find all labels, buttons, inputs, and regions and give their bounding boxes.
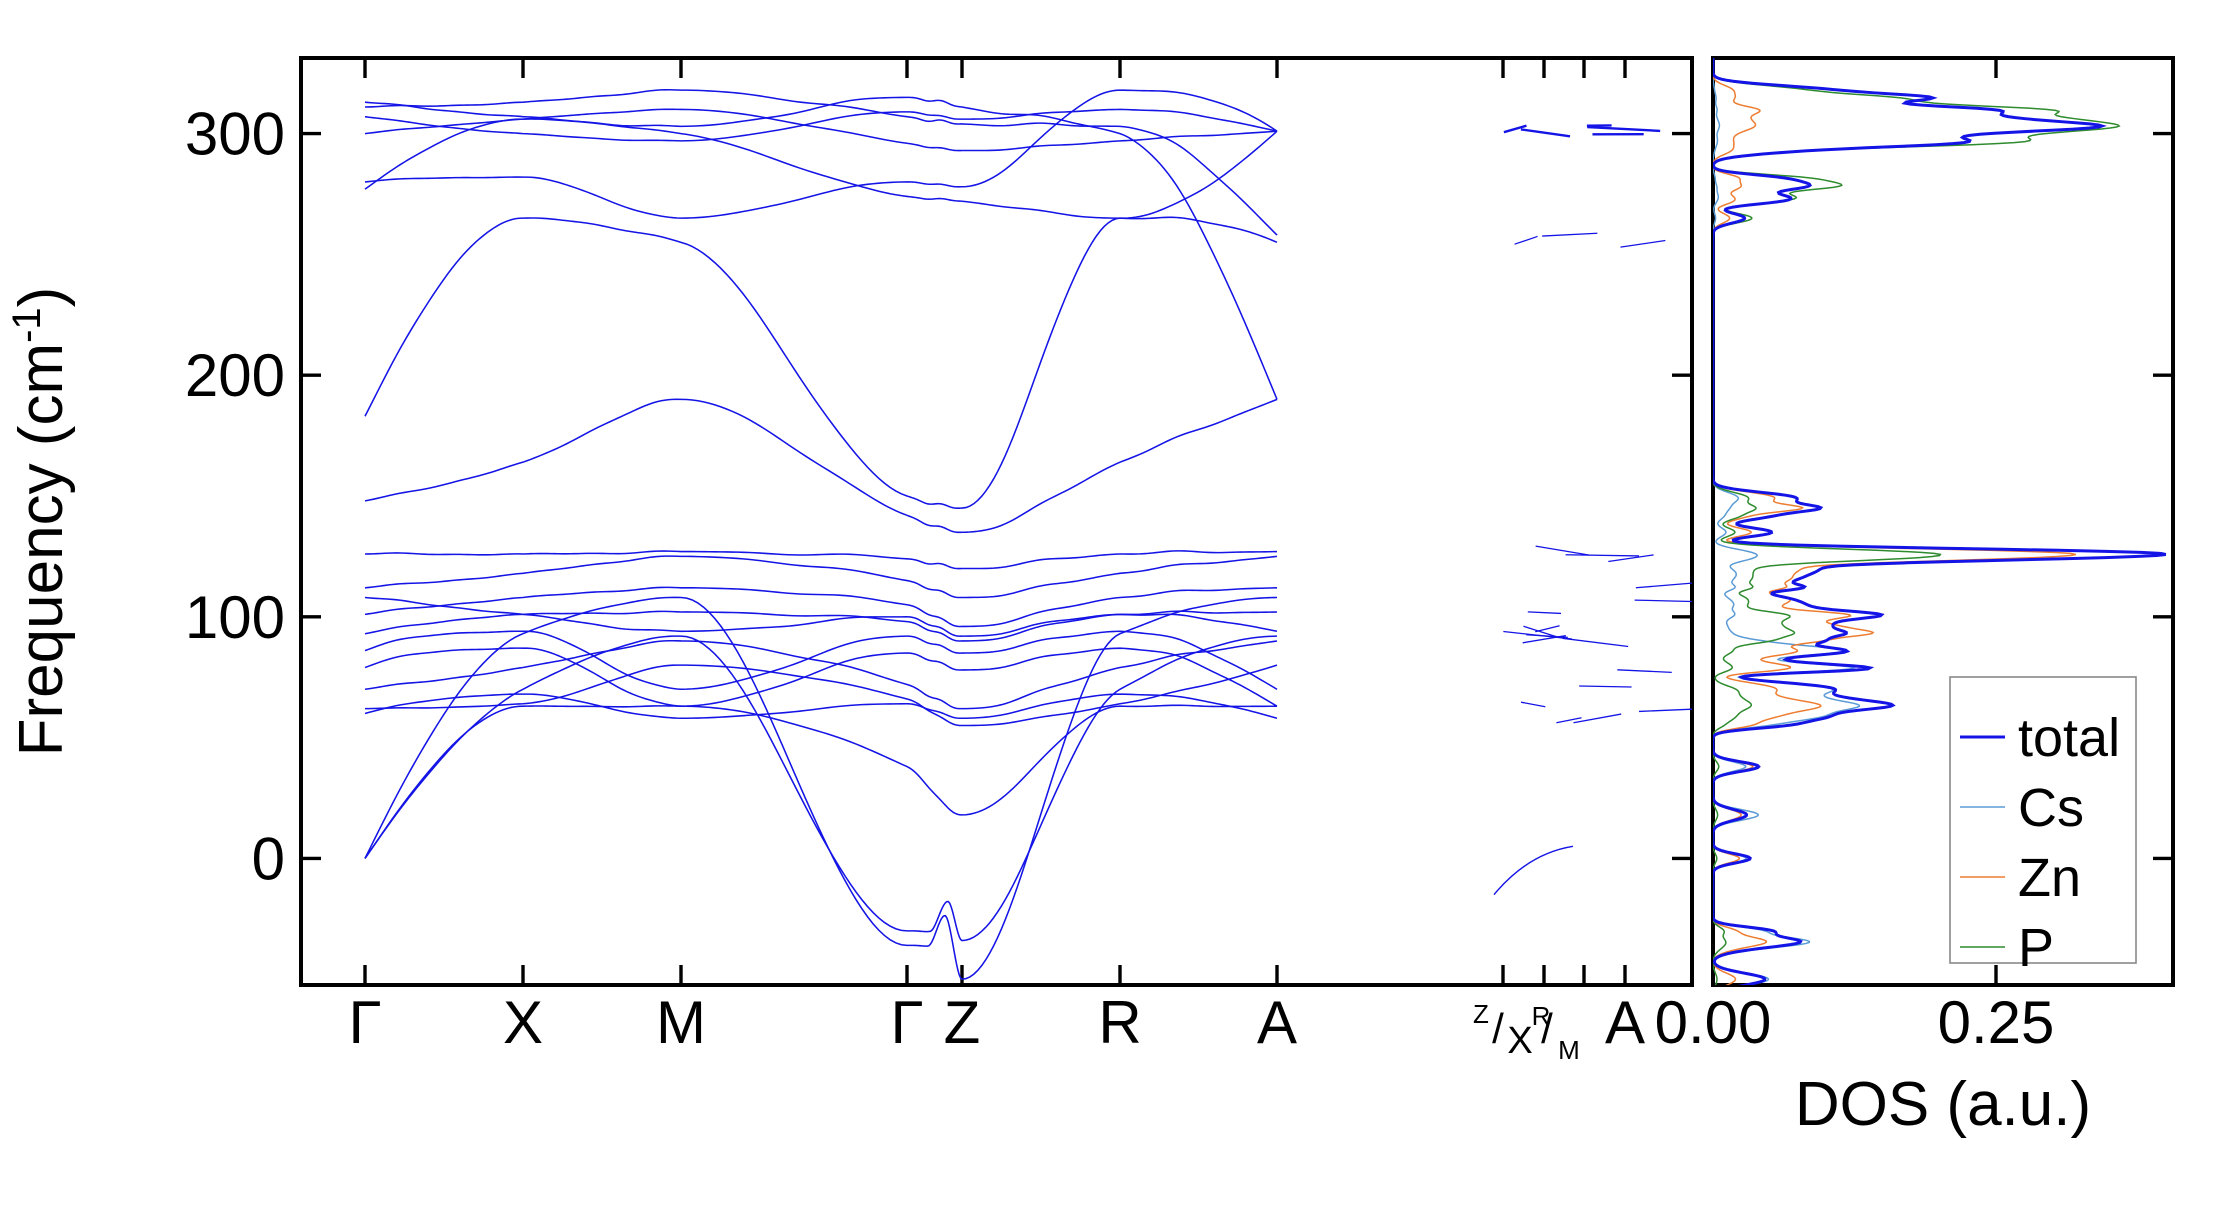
- svg-text:Zn: Zn: [2018, 848, 2081, 908]
- svg-text:P: P: [2018, 918, 2054, 978]
- svg-text:M: M: [656, 989, 706, 1056]
- svg-text:R: R: [1098, 989, 1141, 1056]
- svg-text:A: A: [1257, 989, 1297, 1056]
- svg-text:X: X: [503, 989, 543, 1056]
- svg-text:300: 300: [185, 101, 285, 168]
- svg-text:/: /: [1541, 1005, 1553, 1052]
- svg-text:100: 100: [185, 584, 285, 651]
- svg-text:Γ: Γ: [890, 989, 923, 1056]
- svg-text:M: M: [1558, 1035, 1580, 1065]
- svg-text:total: total: [2018, 708, 2120, 768]
- svg-text:0.00: 0.00: [1655, 989, 1772, 1056]
- svg-text:Frequency (cm-1): Frequency (cm-1): [5, 287, 76, 757]
- svg-text:DOS (a.u.): DOS (a.u.): [1795, 1070, 2091, 1139]
- svg-text:/: /: [1492, 1005, 1504, 1052]
- svg-text:X: X: [1507, 1020, 1532, 1062]
- svg-text:Z: Z: [944, 989, 981, 1056]
- svg-text:0.25: 0.25: [1938, 989, 2055, 1056]
- svg-text:Cs: Cs: [2018, 778, 2084, 838]
- svg-text:A: A: [1605, 989, 1645, 1056]
- svg-text:0: 0: [252, 825, 285, 892]
- svg-text:Γ: Γ: [348, 989, 381, 1056]
- svg-text:200: 200: [185, 342, 285, 409]
- svg-text:Z: Z: [1473, 999, 1489, 1029]
